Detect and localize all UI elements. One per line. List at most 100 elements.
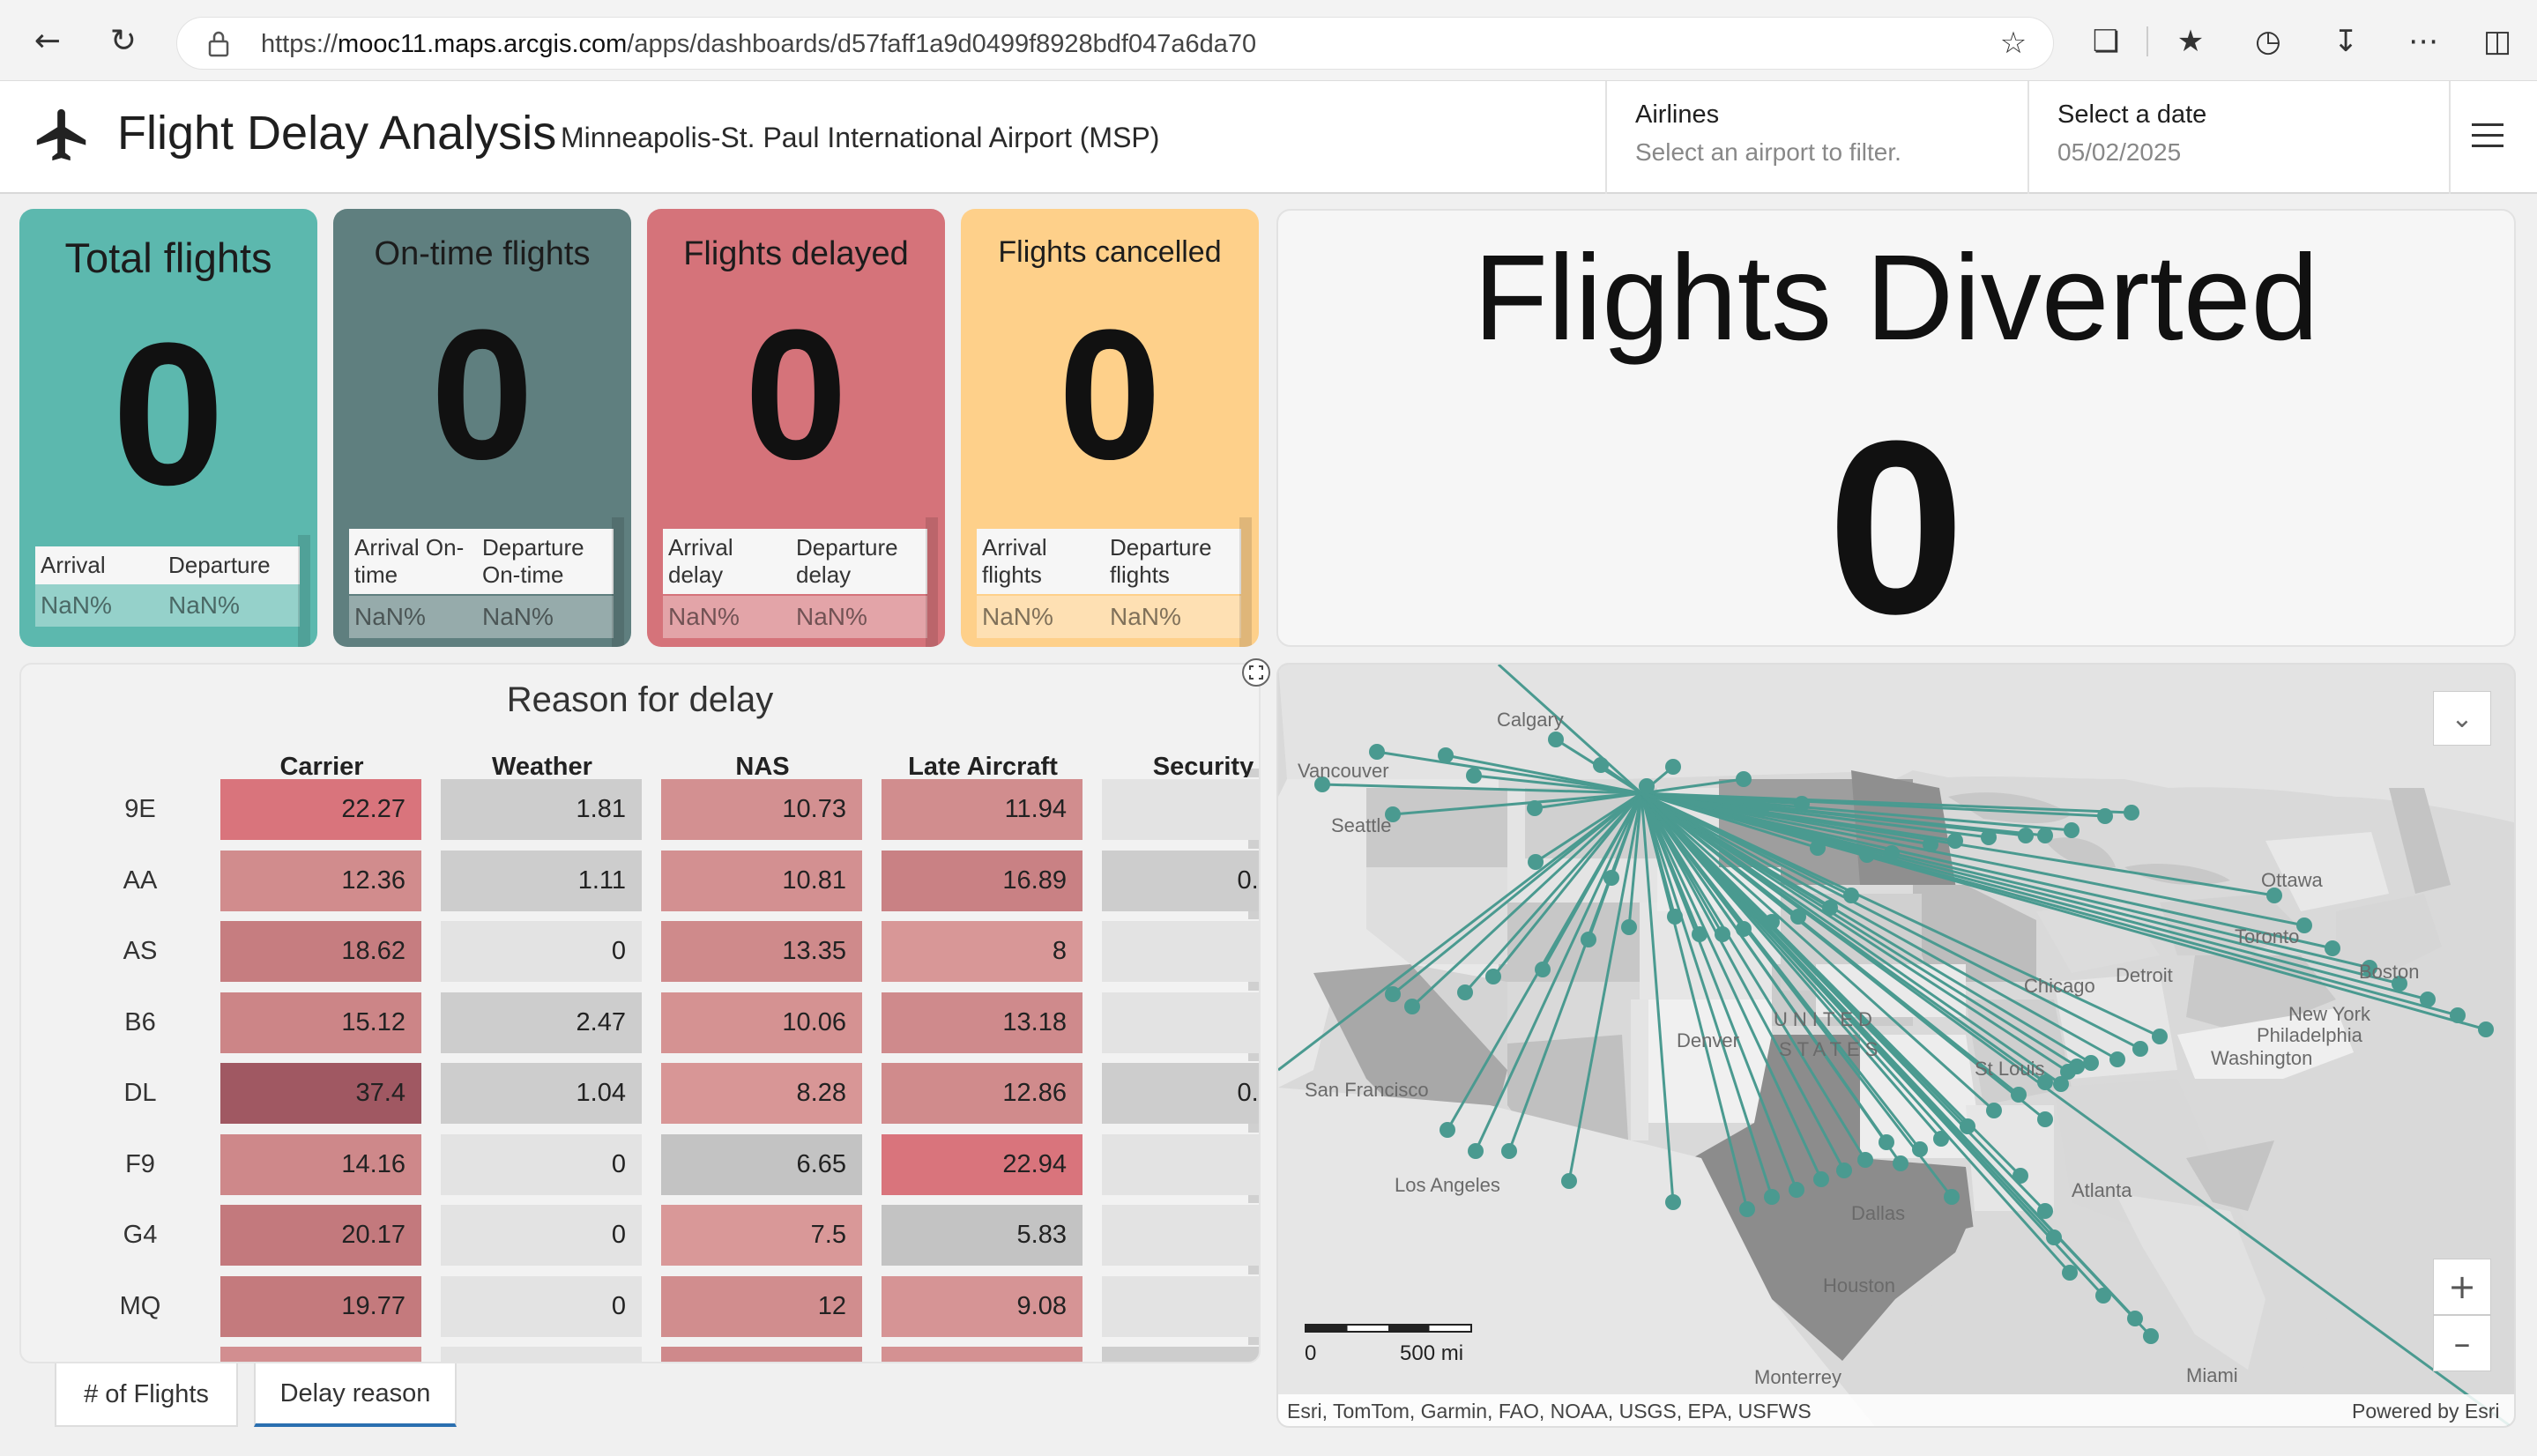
destination-point[interactable] xyxy=(2046,1229,2062,1245)
destination-point[interactable] xyxy=(2132,1041,2148,1057)
destination-point[interactable] xyxy=(1857,1152,1873,1168)
table-cell[interactable]: 0 xyxy=(1102,777,1259,840)
table-cell[interactable]: 0 xyxy=(441,1203,642,1266)
destination-point[interactable] xyxy=(1665,1194,1681,1210)
table-cell[interactable]: 12.36 xyxy=(220,848,421,911)
destination-point[interactable] xyxy=(1528,854,1544,870)
destination-point[interactable] xyxy=(2109,1051,2125,1067)
destination-point[interactable] xyxy=(1404,999,1420,1014)
card-scrollbar[interactable] xyxy=(612,517,624,647)
table-cell[interactable]: 7.5 xyxy=(661,1203,862,1266)
destination-point[interactable] xyxy=(1385,806,1401,822)
destination-point[interactable] xyxy=(2037,1111,2053,1127)
table-cell[interactable]: 0.02 xyxy=(1102,1061,1259,1124)
sidebar-toggle-icon[interactable]: ◫ xyxy=(2482,24,2512,59)
table-cell[interactable]: 12 xyxy=(661,1274,862,1337)
history-icon[interactable]: ◷ xyxy=(2255,24,2281,59)
card-scrollbar[interactable] xyxy=(1239,517,1252,647)
destination-point[interactable] xyxy=(1440,1122,1455,1138)
destination-point[interactable] xyxy=(2053,1076,2069,1092)
destination-point[interactable] xyxy=(1986,1103,2002,1118)
destination-point[interactable] xyxy=(2069,1059,2085,1074)
destination-point[interactable] xyxy=(1843,888,1859,903)
destination-point[interactable] xyxy=(2012,1168,2028,1184)
table-cell[interactable]: 1.11 xyxy=(441,848,642,911)
table-cell[interactable]: 0 xyxy=(1102,1132,1259,1195)
table-cell[interactable]: 2.47 xyxy=(441,990,642,1053)
destination-point[interactable] xyxy=(2296,917,2312,933)
table-cell[interactable]: 10.42 xyxy=(882,1345,1083,1362)
table-cell[interactable]: 0 xyxy=(1102,990,1259,1053)
date-selector[interactable]: Select a date 05/02/2025 xyxy=(2027,81,2451,194)
destination-point[interactable] xyxy=(2018,828,2034,843)
downloads-icon[interactable]: ↧ xyxy=(2332,24,2359,59)
destination-point[interactable] xyxy=(1836,1163,1852,1178)
destination-point[interactable] xyxy=(1385,986,1401,1002)
table-cell[interactable]: 11.94 xyxy=(882,777,1083,840)
table-cell[interactable]: 10.73 xyxy=(661,777,862,840)
destination-point[interactable] xyxy=(1466,768,1482,784)
table-cell[interactable]: 15.12 xyxy=(220,990,421,1053)
card-scrollbar[interactable] xyxy=(298,535,310,647)
destination-point[interactable] xyxy=(1822,900,1838,916)
table-cell[interactable]: 1.04 xyxy=(441,1061,642,1124)
extensions-icon[interactable]: ❏ xyxy=(2092,24,2120,59)
destination-point[interactable] xyxy=(2143,1328,2159,1344)
destination-point[interactable] xyxy=(1794,796,1810,812)
address-bar[interactable]: https://mooc11.maps.arcgis.com/apps/dash… xyxy=(176,17,2054,70)
tab-number-of-flights[interactable]: # of Flights xyxy=(55,1363,238,1427)
table-cell[interactable]: 13.35 xyxy=(661,919,862,982)
table-cell[interactable]: 14.16 xyxy=(220,1132,421,1195)
table-cell[interactable]: 0 xyxy=(441,1274,642,1337)
expand-icon[interactable] xyxy=(1241,657,1271,687)
table-cell[interactable]: 0 xyxy=(1102,1203,1259,1266)
destination-point[interactable] xyxy=(1621,919,1637,935)
back-icon[interactable]: ← xyxy=(33,22,62,59)
table-cell[interactable]: 20.17 xyxy=(220,1203,421,1266)
destination-point[interactable] xyxy=(1715,926,1730,942)
card-scrollbar[interactable] xyxy=(926,517,938,647)
table-cell[interactable]: 12.86 xyxy=(882,1061,1083,1124)
favorites-icon[interactable]: ★ xyxy=(2176,24,2205,59)
destination-point[interactable] xyxy=(1692,926,1707,942)
destination-point[interactable] xyxy=(2450,1007,2466,1023)
destination-point[interactable] xyxy=(1736,921,1752,937)
table-column-header[interactable]: Security xyxy=(1152,753,1254,781)
destination-point[interactable] xyxy=(1593,757,1609,773)
destination-point[interactable] xyxy=(1603,870,1619,886)
destination-point[interactable] xyxy=(1485,969,1501,984)
destination-point[interactable] xyxy=(2064,822,2079,838)
destination-point[interactable] xyxy=(2152,1029,2168,1044)
destination-point[interactable] xyxy=(1369,744,1385,760)
table-cell[interactable]: 10.06 xyxy=(661,990,862,1053)
destination-point[interactable] xyxy=(1561,1173,1577,1189)
destination-point[interactable] xyxy=(1790,909,1806,925)
airlines-filter[interactable]: Airlines Select an airport to filter. xyxy=(1605,81,2027,194)
destination-point[interactable] xyxy=(1581,932,1596,947)
destination-point[interactable] xyxy=(1753,801,1769,817)
destination-point[interactable] xyxy=(1639,778,1655,794)
destination-point[interactable] xyxy=(1879,1134,1894,1150)
zoom-out-button[interactable]: – xyxy=(2433,1315,2491,1371)
destination-point[interactable] xyxy=(2478,1021,2494,1037)
table-cell[interactable]: 0 xyxy=(1102,1274,1259,1337)
destination-point[interactable] xyxy=(1960,1118,1975,1134)
destination-point[interactable] xyxy=(2037,1074,2053,1090)
destination-point[interactable] xyxy=(1933,1131,1949,1147)
table-cell[interactable]: 0 xyxy=(441,1345,642,1362)
destination-point[interactable] xyxy=(1736,771,1752,787)
destination-point[interactable] xyxy=(1527,800,1543,816)
destination-point[interactable] xyxy=(2392,976,2407,992)
destination-point[interactable] xyxy=(1667,909,1683,925)
table-cell[interactable]: 13.5 xyxy=(661,1345,862,1362)
table-cell[interactable]: 19.77 xyxy=(220,1274,421,1337)
flight-routes-map[interactable]: Calgary Vancouver Seattle Ottawa Toronto… xyxy=(1276,663,2516,1428)
refresh-icon[interactable]: ↻ xyxy=(109,22,138,59)
map-canvas[interactable] xyxy=(1278,665,2516,1428)
table-cell[interactable]: 6.65 xyxy=(661,1132,862,1195)
table-cell[interactable]: 10.81 xyxy=(661,848,862,911)
destination-point[interactable] xyxy=(1501,1143,1517,1159)
table-cell[interactable]: 9.08 xyxy=(882,1274,1083,1337)
destination-point[interactable] xyxy=(2266,888,2282,903)
table-cell[interactable]: 13.18 xyxy=(882,990,1083,1053)
